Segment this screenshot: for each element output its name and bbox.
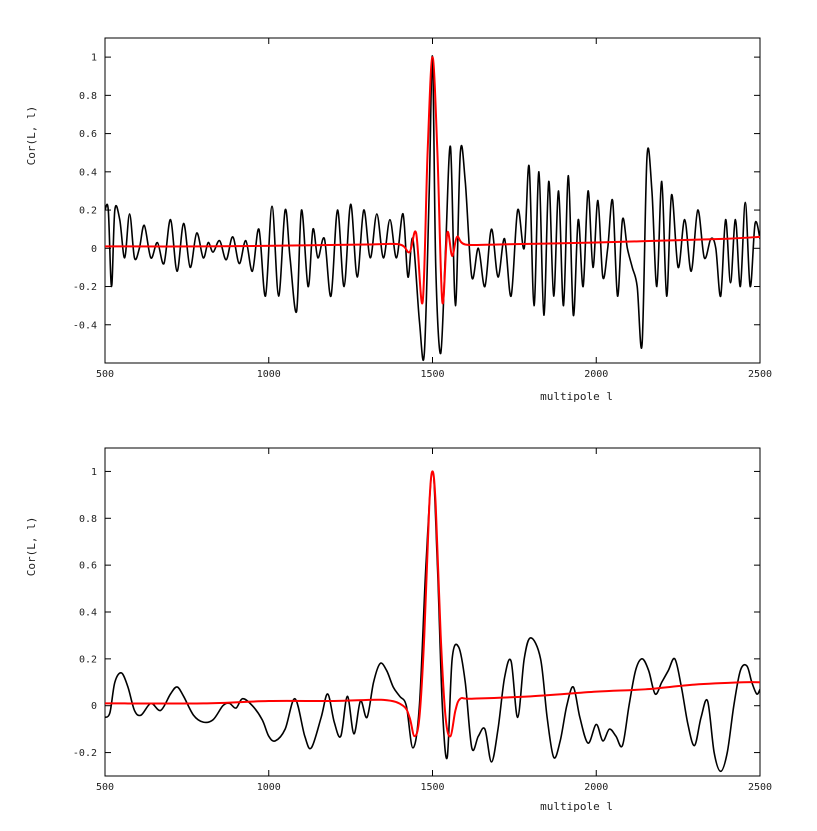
x-tick-label: 1500 <box>420 369 444 380</box>
y-tick-label: 0.6 <box>79 561 97 572</box>
y-tick-label: 0.8 <box>79 91 97 102</box>
y-tick-label: 0.4 <box>79 167 97 178</box>
series-line-1 <box>105 470 760 773</box>
y-tick-label: -0.2 <box>73 282 97 293</box>
series-group <box>105 470 760 773</box>
y-tick-label: 0.8 <box>79 514 97 525</box>
x-tick-label: 2500 <box>748 369 772 380</box>
y-tick-label: 0.4 <box>79 608 97 619</box>
series-line-1 <box>105 55 760 362</box>
series-line-2 <box>105 470 760 738</box>
chart-panel-1: 500 1000 1500 2000 2500 -0.4 -0.2 0 0.2 0.4 0.6 0.8… <box>25 37 772 403</box>
y-tick-label: 1 <box>91 53 97 64</box>
x-tick-label: 500 <box>96 369 114 380</box>
x-tick-label: 2000 <box>584 782 608 793</box>
y-tick-label: 1 <box>91 467 97 478</box>
chart-panel-2: 500 1000 1500 2000 2500 -0.2 0 0.2 0.4 0.6 0.8 1 mul… <box>25 447 772 813</box>
y-axis-label: Cor(L, l) <box>25 106 38 166</box>
x-tick-label: 2500 <box>748 782 772 793</box>
plot-frame <box>104 447 761 777</box>
y-tick-label: -0.4 <box>73 320 97 331</box>
x-tick-label: 1000 <box>257 782 281 793</box>
y-axis-label: Cor(L, l) <box>25 517 38 577</box>
x-axis-label: multipole l <box>540 800 613 813</box>
y-tick-label: 0.2 <box>79 206 97 217</box>
y-tick-label: -0.2 <box>73 748 97 759</box>
x-tick-label: 1000 <box>257 369 281 380</box>
x-tick-label: 1500 <box>420 782 444 793</box>
x-tick-label: 2000 <box>584 369 608 380</box>
x-axis-label: multipole l <box>540 390 613 403</box>
x-tick-label: 500 <box>96 782 114 793</box>
y-tick-label: 0.6 <box>79 129 97 140</box>
series-line-2 <box>105 56 760 305</box>
y-tick-label: 0 <box>91 701 97 712</box>
y-tick-label: 0.2 <box>79 654 97 665</box>
y-tick-label: 0 <box>91 244 97 255</box>
series-group <box>105 55 760 362</box>
